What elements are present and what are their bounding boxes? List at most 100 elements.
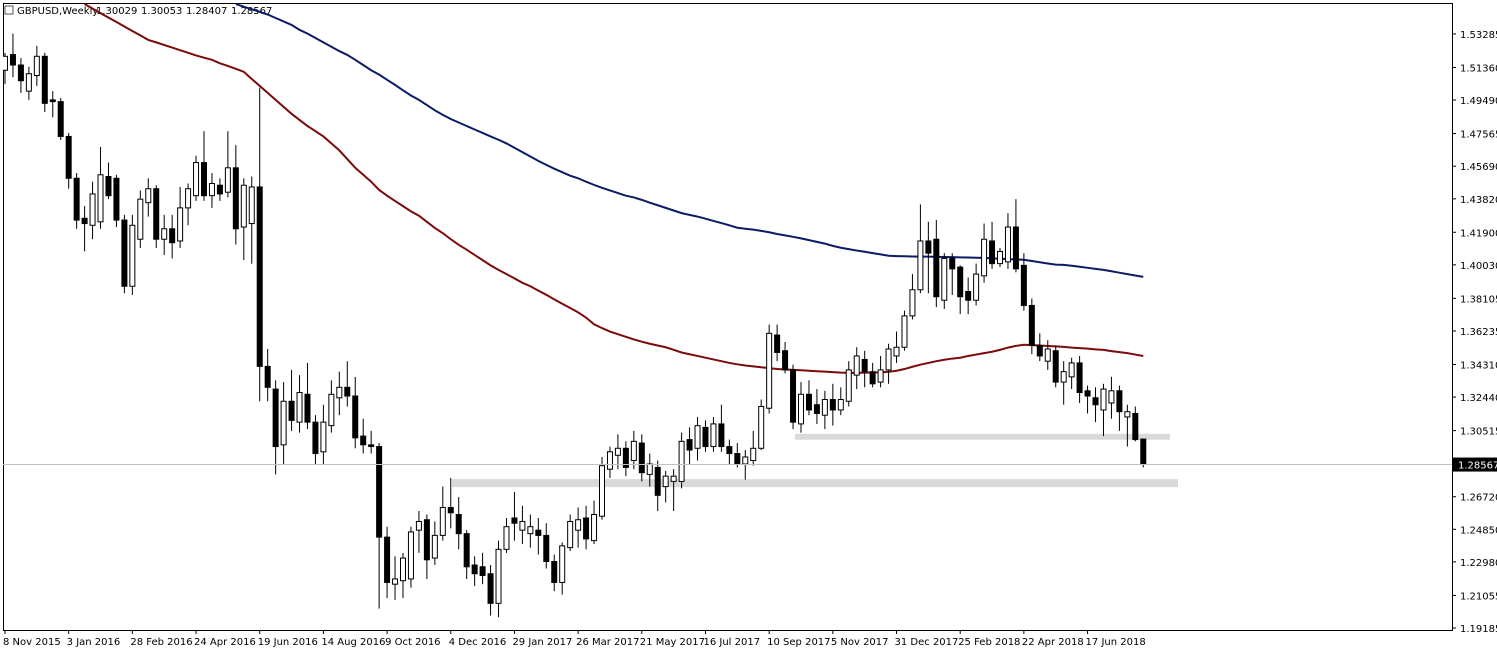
candle-body xyxy=(885,348,892,371)
x-tick-label: 26 Mar 2017 xyxy=(576,637,639,648)
candle-body xyxy=(65,135,72,179)
candle-body xyxy=(543,534,550,563)
candle-body xyxy=(941,257,948,301)
symbol: GBPUSD,Weekly xyxy=(17,6,98,17)
candle-body xyxy=(893,346,900,357)
candle-body xyxy=(439,507,446,536)
y-tick-label: 1.30515 xyxy=(1460,427,1497,438)
candle-body xyxy=(877,369,884,383)
candle-body xyxy=(224,167,231,193)
y-tick-label: 1.53285 xyxy=(1460,30,1497,41)
price-label-box xyxy=(1453,457,1497,472)
candle-body xyxy=(1124,411,1131,418)
candle-body xyxy=(153,188,160,240)
candle-body xyxy=(288,400,295,421)
candle-body xyxy=(559,545,566,583)
candle-body xyxy=(583,517,590,540)
candle-body xyxy=(193,162,200,197)
candle-body xyxy=(129,224,136,287)
candle-body xyxy=(638,442,645,474)
candle-body xyxy=(654,466,661,496)
x-tick-label: 5 Nov 2017 xyxy=(831,637,889,648)
x-tick-label: 28 Feb 2016 xyxy=(130,637,192,648)
candle-body xyxy=(216,184,223,195)
candle-body xyxy=(121,219,128,287)
candle-body xyxy=(463,533,470,568)
candle-body xyxy=(965,291,972,301)
candle-body xyxy=(49,99,56,103)
candle-body xyxy=(161,228,168,240)
y-tick-label: 1.26720 xyxy=(1460,493,1497,504)
candle-body xyxy=(81,217,88,225)
candle-body xyxy=(407,531,414,580)
candle-body xyxy=(1084,390,1091,397)
candle-body xyxy=(376,446,383,538)
candle-body xyxy=(57,101,64,137)
candle-body xyxy=(1116,390,1123,413)
candle-body xyxy=(97,174,104,223)
zone xyxy=(795,433,1170,440)
candle-body xyxy=(17,64,24,82)
candle-body xyxy=(240,184,247,228)
candle-body xyxy=(861,358,868,373)
candle-body xyxy=(33,55,40,76)
x-tick-label: 31 Dec 2017 xyxy=(895,637,959,648)
title-group: GBPUSD,Weekly 1.30029 1.30053 1.28407 1.285… xyxy=(4,5,272,17)
x-tick-label: 10 Sep 2017 xyxy=(767,637,830,648)
candle-body xyxy=(304,393,311,423)
x-tick-label: 29 Jan 2017 xyxy=(512,637,572,648)
candle-body xyxy=(790,369,797,423)
candle-body xyxy=(1004,226,1011,263)
candle-body xyxy=(734,453,741,465)
candle-body xyxy=(622,447,629,468)
candle-body xyxy=(495,548,502,604)
candle-body xyxy=(145,188,152,204)
y-tick-label: 1.43820 xyxy=(1460,195,1497,206)
candle-body xyxy=(686,439,693,451)
candle-body xyxy=(1020,264,1027,306)
price-label: 1.28567 xyxy=(1458,461,1497,472)
y-tick-label: 1.24850 xyxy=(1460,525,1497,536)
x-tick-label: 24 Apr 2016 xyxy=(194,637,256,648)
x-tick-label: 19 Jun 2016 xyxy=(258,637,318,648)
candle-body xyxy=(1068,362,1075,378)
candle-body xyxy=(917,240,924,291)
candle-body xyxy=(742,456,749,465)
candle-body xyxy=(400,557,406,582)
candle-body xyxy=(1036,345,1043,357)
candle-body xyxy=(845,369,852,402)
x-tick-label: 8 Nov 2015 xyxy=(3,637,61,648)
x-tick-label: 14 Aug 2016 xyxy=(321,637,385,648)
candle-body xyxy=(1100,388,1107,411)
candle-body xyxy=(527,526,534,535)
candle-body xyxy=(869,371,876,385)
candle-body xyxy=(925,240,932,254)
candle-body xyxy=(694,425,701,449)
candle-body xyxy=(614,447,621,456)
candle-body xyxy=(320,421,327,453)
candle-body xyxy=(201,162,207,197)
candle-body xyxy=(662,475,669,488)
candle-body xyxy=(232,167,239,230)
candle-body xyxy=(726,446,733,455)
candle-body xyxy=(981,238,988,277)
candle-body xyxy=(1132,412,1139,441)
candle-body xyxy=(1052,350,1059,383)
candle-body xyxy=(272,388,279,448)
candle-body xyxy=(837,399,844,411)
y-tick-label: 1.34310 xyxy=(1460,360,1497,371)
y-tick-label: 1.19185 xyxy=(1460,624,1497,635)
plot xyxy=(3,3,1178,618)
candle-body xyxy=(591,513,598,542)
x-tick-label: 21 May 2017 xyxy=(640,637,705,648)
candle-body xyxy=(551,561,558,583)
candle-body xyxy=(25,73,32,92)
candle-body xyxy=(957,266,964,298)
candle-body xyxy=(798,393,804,425)
candle-body xyxy=(487,573,494,604)
candle-body xyxy=(431,534,438,559)
candle-body xyxy=(384,536,391,583)
candle-body xyxy=(113,177,120,221)
candle-body xyxy=(344,386,351,397)
zone xyxy=(452,479,1178,488)
